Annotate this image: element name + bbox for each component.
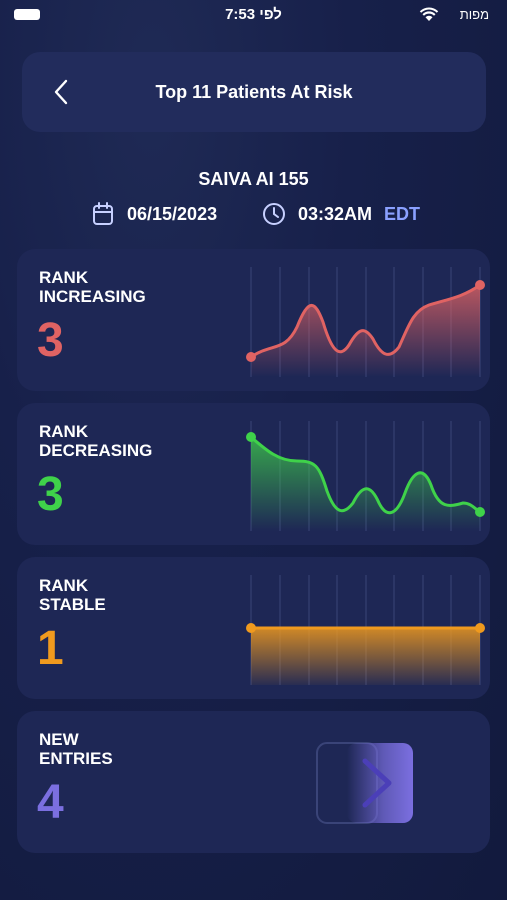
card-label: RANK INCREASING [39,268,146,306]
status-carrier: מפות [459,7,489,22]
page-title: Top 11 Patients At Risk [155,82,353,102]
rank-increasing-sparkline [246,267,485,377]
clock-icon [263,203,285,225]
rank-stable-card[interactable]: RANK STABLE 1 [17,557,490,699]
card-label: RANK DECREASING [39,422,153,460]
chevron-left-icon[interactable] [48,78,76,106]
status-bar: 7:53 לפי מפות [0,0,507,30]
rank-decreasing-count: 3 [37,468,64,521]
wifi-icon [419,7,439,21]
new-entries-card[interactable]: NEW ENTRIES 4 [17,711,490,853]
report-timezone: EDT [384,204,420,224]
status-time: 7:53 לפי [225,6,282,23]
rank-decreasing-card[interactable]: RANK DECREASING 3 [17,403,490,545]
rank-increasing-count: 3 [37,314,64,367]
calendar-icon [93,202,113,225]
rank-decreasing-sparkline [246,421,485,531]
rank-stable-count: 1 [37,622,64,675]
sign-in-arrow-icon [284,742,413,824]
rank-increasing-card[interactable]: RANK INCREASING 3 [17,249,490,391]
card-label: NEW ENTRIES [39,730,113,768]
rank-stable-sparkline [246,575,485,685]
report-datetime: 06/15/2023 03:32AM EDT [0,202,507,226]
header-bar: Top 11 Patients At Risk [22,52,486,132]
new-entries-count: 4 [37,776,64,829]
facility-name: SAIVA AI 155 [198,169,309,189]
report-time: 03:32AM [298,204,373,224]
battery-icon [14,9,40,20]
report-date: 06/15/2023 [127,204,218,224]
card-label: RANK STABLE [39,576,106,614]
